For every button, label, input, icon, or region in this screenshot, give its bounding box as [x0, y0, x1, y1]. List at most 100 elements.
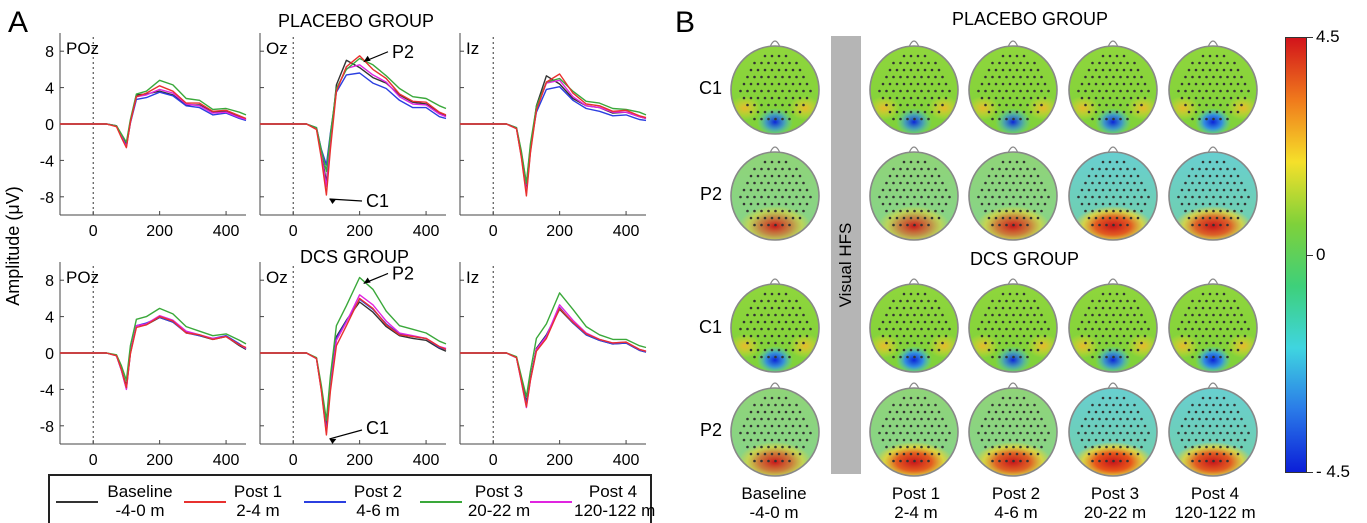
c1-activation — [1095, 108, 1131, 134]
yellow-blob-left — [870, 334, 900, 358]
head-outline — [1168, 283, 1258, 373]
electrode-label: Iz — [466, 39, 479, 58]
topomap-r1-c4 — [1068, 40, 1158, 135]
head-outline — [1068, 387, 1158, 477]
row-label-c1-dcs: C1 — [698, 317, 722, 337]
y-tick-label: -8 — [40, 419, 54, 436]
legend-line-post3 — [420, 501, 462, 503]
yellow-blob-right — [1127, 334, 1157, 358]
electrode-dots — [1077, 54, 1150, 121]
topomap-r2-c1 — [730, 146, 820, 241]
c1-activation — [757, 108, 793, 134]
series-line-post1 — [460, 73, 647, 197]
electrode-dots — [739, 54, 812, 121]
head-outline — [1068, 45, 1158, 135]
y-tick-label: -8 — [40, 190, 54, 207]
x-tick-label: 0 — [289, 223, 298, 240]
x-tick-label: 400 — [613, 223, 640, 240]
yellow-blob-left — [1069, 96, 1099, 120]
x-tick-label: 200 — [346, 452, 373, 469]
colorbar — [1285, 37, 1307, 473]
topomap-r4-c1 — [730, 382, 820, 477]
c1-activation — [896, 108, 932, 134]
electrode-label: POz — [66, 268, 99, 287]
yellow-blob-right — [1127, 96, 1157, 120]
plot-placebo-iz: 0 200 400 Iz — [459, 33, 647, 240]
colorbar-tick-mid — [1307, 255, 1313, 256]
x-tick-label: 200 — [346, 223, 373, 240]
visual-hfs-bar — [831, 36, 861, 474]
electrode-dots — [878, 292, 951, 359]
topomap-r3-c5 — [1168, 278, 1258, 373]
electrode-dots — [1177, 160, 1250, 227]
head-outline — [730, 283, 820, 373]
annotation-p2: P2 — [392, 42, 414, 62]
legend-label-post1: Post 1 2-4 m — [233, 482, 283, 520]
head-outline — [730, 45, 820, 135]
colorbar-tick-min — [1307, 472, 1313, 473]
c1-activation — [1095, 346, 1131, 372]
topomap-r2-c3 — [968, 146, 1058, 241]
electrode-dots — [1177, 292, 1250, 359]
c1-activation — [896, 346, 932, 372]
plot-placebo-oz: 0 200 400 Oz P2 C1 — [259, 33, 447, 240]
electrode-label: POz — [66, 39, 99, 58]
x-tick-label: 200 — [146, 223, 173, 240]
electrode-dots — [977, 54, 1050, 121]
head-outline — [1168, 45, 1258, 135]
head-outline — [968, 45, 1058, 135]
row-label-p2-placebo: P2 — [699, 184, 722, 204]
x-tick-label: 400 — [413, 452, 440, 469]
series-line-post4 — [260, 294, 447, 434]
yellow-blob-left — [731, 96, 761, 120]
row-label-p2-dcs: P2 — [699, 420, 722, 440]
yellow-blob-right — [1227, 96, 1257, 120]
series-line-post1 — [260, 297, 447, 436]
electrode-dots — [977, 160, 1050, 227]
annotation-c1: C1 — [366, 418, 389, 438]
annotation-p2: P2 — [392, 263, 414, 283]
y-tick-label: 8 — [45, 44, 54, 61]
topomap-r2-c4 — [1068, 146, 1158, 241]
plot-dcs-oz: 0 200 400 Oz P2 C1 — [259, 262, 447, 469]
topomap-r4-c4 — [1068, 382, 1158, 477]
plot-placebo-poz: 8 4 0 -4 -8 0 200 400 POz — [40, 33, 247, 240]
row-label-c1-placebo: C1 — [698, 78, 722, 98]
head-outline — [1068, 283, 1158, 373]
legend-label-post2: Post 2 4-6 m — [353, 482, 403, 520]
series-line-post2 — [260, 72, 447, 166]
y-tick-label: 4 — [45, 81, 54, 98]
panel-a-letter: A — [8, 6, 29, 39]
legend-label-post4: Post 4 120-122 m — [574, 482, 656, 520]
topomaps — [730, 40, 1258, 477]
electrode-dots — [977, 396, 1050, 463]
series-line-post4 — [60, 88, 247, 148]
arrowhead-c1 — [329, 198, 337, 204]
legend-line-post2 — [304, 501, 346, 503]
series-line-post2 — [460, 86, 647, 185]
topomap-r2-c5 — [1168, 146, 1258, 241]
col-label-post4: Post 4 120-122 m — [1174, 484, 1256, 522]
c1-activation — [995, 346, 1031, 372]
dcs-group-title: DCS GROUP — [300, 247, 410, 267]
yellow-blob-left — [731, 334, 761, 358]
legend-line-post1 — [184, 501, 226, 503]
head-outline — [730, 387, 820, 477]
c1-activation — [1195, 346, 1231, 372]
yellow-blob-left — [870, 96, 900, 120]
head-outline — [968, 387, 1058, 477]
series-line-post1 — [260, 55, 447, 196]
head-outline — [869, 283, 959, 373]
c1-activation — [1195, 108, 1231, 134]
colorbar-label-min: - 4.5 — [1316, 462, 1351, 481]
yellow-blob-right — [928, 96, 958, 120]
x-tick-label: 0 — [489, 452, 498, 469]
topomap-r3-c4 — [1068, 278, 1158, 373]
c1-activation — [757, 346, 793, 372]
electrode-dots — [739, 396, 812, 463]
legend: Baseline -4-0 m Post 1 2-4 m Post 2 4-6 m P… — [48, 474, 656, 523]
x-tick-label: 200 — [146, 452, 173, 469]
x-tick-label: 200 — [546, 223, 573, 240]
yellow-blob-right — [1027, 334, 1057, 358]
y-tick-label: -4 — [40, 153, 54, 170]
